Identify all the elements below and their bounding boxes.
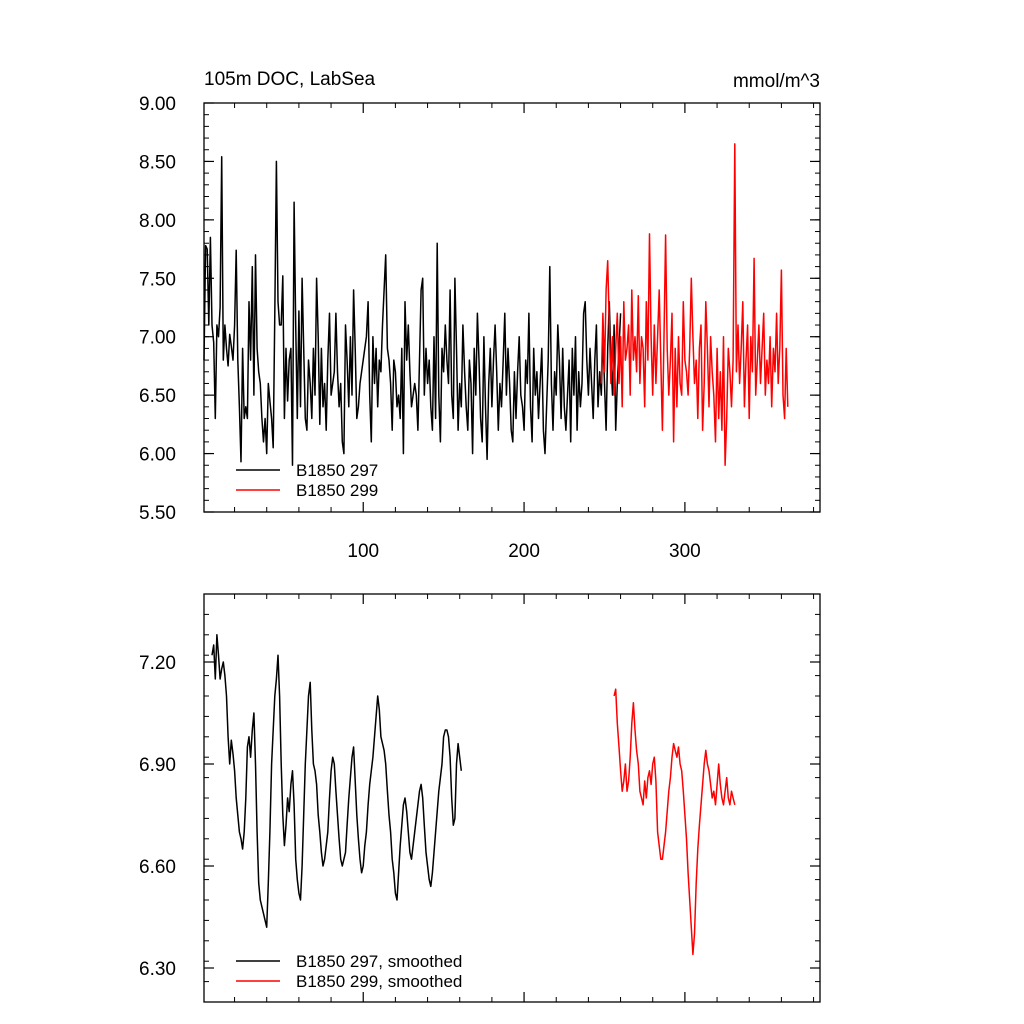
legend-label: B1850 299 — [296, 481, 378, 500]
y-tick-label: 9.00 — [139, 94, 176, 115]
x-tick-label: 200 — [508, 541, 540, 562]
y-tick-label: 7.20 — [139, 653, 176, 674]
y-tick-label: 6.30 — [139, 959, 176, 980]
x-tick-label: 300 — [669, 541, 701, 562]
top-chart-units: mmol/m^3 — [733, 71, 820, 92]
bottom-plot-frame — [203, 593, 821, 1003]
y-tick-label: 8.50 — [139, 152, 176, 173]
bottom-chart-panel: 6.30 6.60 6.90 7.20 B1850 297, smoothedB185… — [139, 593, 821, 1003]
legend-label: B1850 297, smoothed — [296, 952, 462, 971]
top-plot-frame — [203, 102, 821, 513]
y-tick-label: 6.00 — [139, 445, 176, 466]
series-line-b1850-299 — [613, 688, 736, 956]
top-chart-title: 105m DOC, LabSea — [204, 69, 376, 90]
y-tick-label: 8.00 — [139, 211, 176, 232]
y-tick-label: 7.00 — [139, 328, 176, 349]
y-tick-label: 6.50 — [139, 386, 176, 407]
series-line-b1850-297 — [203, 156, 622, 467]
y-tick-label: 6.90 — [139, 755, 176, 776]
legend-label: B1850 297 — [296, 461, 378, 480]
series-line-b1850-297 — [211, 634, 463, 928]
series-line-b1850-299 — [600, 143, 789, 467]
y-tick-label: 7.50 — [139, 269, 176, 290]
y-tick-label: 6.60 — [139, 857, 176, 878]
top-chart-panel: 105m DOC, LabSea mmol/m^3 5.50 6.00 6.50 7.… — [139, 69, 821, 562]
y-tick-label: 5.50 — [139, 503, 176, 524]
legend-label: B1850 299, smoothed — [296, 972, 462, 991]
x-tick-label: 100 — [347, 541, 379, 562]
